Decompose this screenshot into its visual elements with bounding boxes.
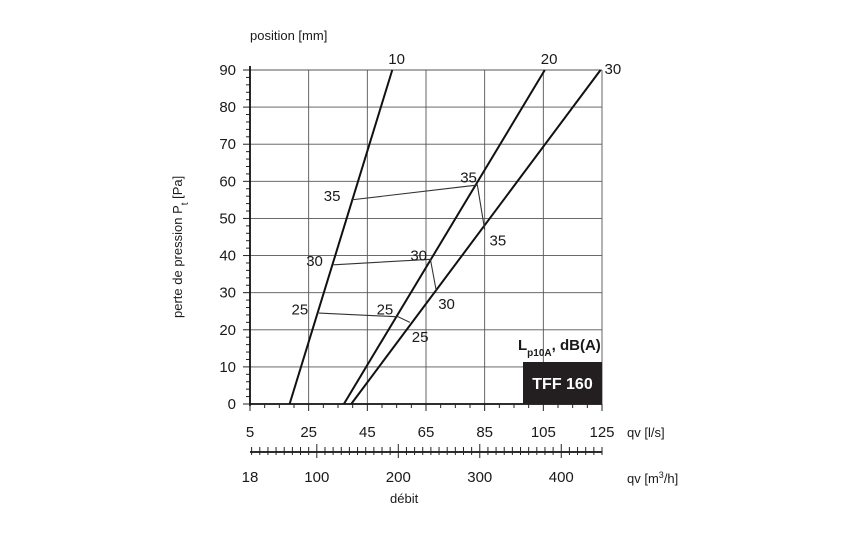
noise-curve-label: 25	[292, 301, 309, 318]
y-tick-label: 60	[219, 173, 236, 190]
noise-curve-label: 35	[324, 188, 341, 205]
series-line	[288, 69, 394, 405]
series-line	[350, 69, 602, 405]
axes: 0 10 20 30 40 50 60 70 80 90 5 25 45 65 85 105 125 18 100 2…	[219, 62, 614, 486]
series-label: 20	[541, 51, 558, 68]
series-lines: 10 20 30	[288, 51, 622, 405]
x-tick-label-ls: 45	[359, 424, 376, 441]
x-axis-label-m3h: qv [m3/h]	[627, 470, 678, 486]
x-tick-label-ls: 85	[476, 424, 493, 441]
y-tick-label: 50	[219, 210, 236, 227]
noise-curve	[333, 258, 437, 291]
noise-curve-label: 35	[490, 233, 507, 250]
x-tick-label-m3h: 300	[467, 469, 492, 486]
series-label: 30	[605, 61, 622, 78]
y-axis-label: perte de pression Pt [Pa]	[170, 176, 191, 318]
noise-curve	[351, 184, 486, 230]
noise-curve-label: 25	[412, 329, 429, 346]
x-tick-label-m3h: 200	[386, 469, 411, 486]
noise-curves: 35 35 35 30 30 30 25 25 25	[292, 170, 507, 347]
x-axis-label-bottom: débit	[390, 491, 419, 506]
x-tick-label-ls: 25	[300, 424, 317, 441]
x-tick-label-ls: 5	[246, 424, 254, 441]
position-label: position [mm]	[250, 28, 327, 43]
noise-level-label: Lp10A, dB(A)	[518, 337, 601, 359]
grid	[250, 69, 603, 405]
y-tick-label: 80	[219, 99, 236, 116]
noise-curve-label: 30	[438, 296, 455, 313]
series-line	[343, 69, 546, 405]
x-tick-label-ls: 125	[589, 424, 614, 441]
y-tick-label: 0	[228, 396, 236, 413]
model-badge-text: TFF 160	[532, 376, 593, 393]
x-tick-label-m3h: 18	[242, 469, 259, 486]
noise-curve-label: 25	[377, 301, 394, 318]
model-badge	[523, 362, 602, 404]
x-tick-label-m3h: 100	[304, 469, 329, 486]
y-tick-label: 90	[219, 62, 236, 79]
noise-curve-label: 30	[410, 248, 427, 265]
series-label: 10	[388, 51, 405, 68]
y-tick-label: 10	[219, 359, 236, 376]
y-tick-label: 20	[219, 322, 236, 339]
y-tick-label: 40	[219, 248, 236, 265]
x-axis-label-ls: qv [l/s]	[627, 425, 665, 440]
x-tick-label-ls: 105	[531, 424, 556, 441]
noise-curve-label: 35	[460, 170, 477, 187]
y-tick-label: 30	[219, 285, 236, 302]
x-tick-label-ls: 65	[418, 424, 435, 441]
noise-curve-label: 30	[306, 253, 323, 270]
y-tick-label: 70	[219, 136, 236, 153]
x-tick-label-m3h: 400	[549, 469, 574, 486]
noise-curve	[318, 312, 411, 323]
